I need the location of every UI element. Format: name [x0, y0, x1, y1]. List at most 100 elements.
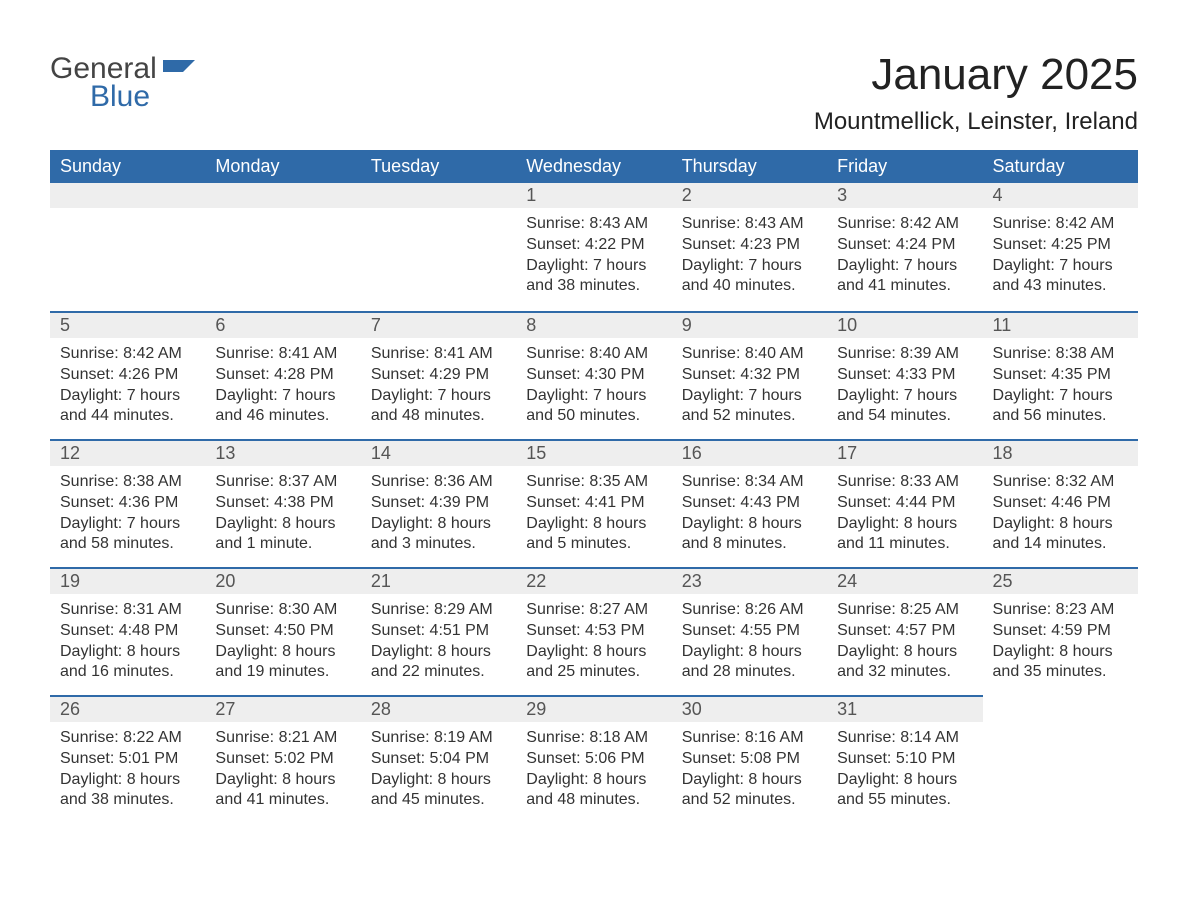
sunrise-line: Sunrise: 8:37 AM [215, 472, 350, 493]
day-cell: 17Sunrise: 8:33 AMSunset: 4:44 PMDayligh… [827, 439, 982, 567]
sunrise-value: 8:27 AM [589, 601, 648, 618]
day-body: Sunrise: 8:27 AMSunset: 4:53 PMDaylight:… [516, 594, 671, 687]
sunset-value: 4:30 PM [585, 366, 645, 383]
day-body: Sunrise: 8:36 AMSunset: 4:39 PMDaylight:… [361, 466, 516, 559]
daylight-line1: Daylight: 8 hours [526, 642, 661, 663]
daylight-line2: and 14 minutes. [993, 534, 1128, 555]
sunset-line: Sunset: 4:28 PM [215, 365, 350, 386]
sunrise-line: Sunrise: 8:19 AM [371, 728, 506, 749]
weekday-header: Sunday [50, 150, 205, 183]
sunrise-value: 8:32 AM [1056, 473, 1115, 490]
sunrise-value: 8:30 AM [279, 601, 338, 618]
sunrise-label: Sunrise: [993, 345, 1056, 362]
sunrise-line: Sunrise: 8:41 AM [371, 344, 506, 365]
sunset-label: Sunset: [371, 622, 430, 639]
day-number: 17 [837, 443, 857, 463]
daynum-bar: 20 [205, 567, 360, 594]
day-cell [983, 695, 1138, 823]
sunset-value: 4:24 PM [896, 236, 956, 253]
flag-icon [163, 50, 195, 84]
daylight-line1: Daylight: 7 hours [993, 256, 1128, 277]
daylight-line1: Daylight: 8 hours [993, 514, 1128, 535]
sunrise-line: Sunrise: 8:22 AM [60, 728, 195, 749]
daylight-line2: and 54 minutes. [837, 406, 972, 427]
daylight-line2: and 16 minutes. [60, 662, 195, 683]
sunset-value: 4:50 PM [274, 622, 334, 639]
sunrise-value: 8:31 AM [123, 601, 182, 618]
day-cell: 9Sunrise: 8:40 AMSunset: 4:32 PMDaylight… [672, 311, 827, 439]
sunrise-label: Sunrise: [371, 345, 434, 362]
sunrise-label: Sunrise: [993, 601, 1056, 618]
sunset-label: Sunset: [526, 750, 585, 767]
weekday-header: Wednesday [516, 150, 671, 183]
sunset-line: Sunset: 4:39 PM [371, 493, 506, 514]
sunrise-label: Sunrise: [60, 345, 123, 362]
day-body: Sunrise: 8:40 AMSunset: 4:30 PMDaylight:… [516, 338, 671, 431]
sunset-label: Sunset: [371, 750, 430, 767]
sunrise-value: 8:40 AM [589, 345, 648, 362]
sunrise-value: 8:14 AM [900, 729, 959, 746]
day-cell: 13Sunrise: 8:37 AMSunset: 4:38 PMDayligh… [205, 439, 360, 567]
day-number: 14 [371, 443, 391, 463]
daylight-line1: Daylight: 8 hours [371, 642, 506, 663]
daynum-bar-empty [361, 183, 516, 208]
day-number: 22 [526, 571, 546, 591]
sunrise-label: Sunrise: [682, 473, 745, 490]
day-number: 15 [526, 443, 546, 463]
sunset-label: Sunset: [993, 236, 1052, 253]
sunrise-label: Sunrise: [837, 473, 900, 490]
daynum-bar: 2 [672, 183, 827, 208]
sunset-label: Sunset: [215, 494, 274, 511]
daynum-bar: 14 [361, 439, 516, 466]
sunset-value: 4:53 PM [585, 622, 645, 639]
day-number: 8 [526, 315, 536, 335]
sunrise-value: 8:38 AM [1056, 345, 1115, 362]
day-number: 12 [60, 443, 80, 463]
daylight-line1: Daylight: 8 hours [371, 770, 506, 791]
week-row: 1Sunrise: 8:43 AMSunset: 4:22 PMDaylight… [50, 183, 1138, 311]
day-number: 13 [215, 443, 235, 463]
daylight-line1: Daylight: 7 hours [60, 386, 195, 407]
sunset-label: Sunset: [371, 366, 430, 383]
sunset-value: 4:29 PM [430, 366, 490, 383]
sunset-value: 4:26 PM [119, 366, 179, 383]
day-cell: 21Sunrise: 8:29 AMSunset: 4:51 PMDayligh… [361, 567, 516, 695]
sunrise-label: Sunrise: [60, 601, 123, 618]
daylight-line1: Daylight: 7 hours [60, 514, 195, 535]
daylight-line1: Daylight: 8 hours [371, 514, 506, 535]
sunrise-line: Sunrise: 8:29 AM [371, 600, 506, 621]
sunset-label: Sunset: [60, 366, 119, 383]
day-cell: 10Sunrise: 8:39 AMSunset: 4:33 PMDayligh… [827, 311, 982, 439]
daynum-bar: 15 [516, 439, 671, 466]
daylight-line2: and 28 minutes. [682, 662, 817, 683]
day-body: Sunrise: 8:43 AMSunset: 4:23 PMDaylight:… [672, 208, 827, 301]
sunrise-label: Sunrise: [993, 473, 1056, 490]
sunset-value: 4:23 PM [740, 236, 800, 253]
day-body: Sunrise: 8:32 AMSunset: 4:46 PMDaylight:… [983, 466, 1138, 559]
sunrise-value: 8:42 AM [900, 215, 959, 232]
sunrise-value: 8:42 AM [1056, 215, 1115, 232]
sunset-label: Sunset: [215, 622, 274, 639]
daylight-line2: and 38 minutes. [60, 790, 195, 811]
daynum-bar: 4 [983, 183, 1138, 208]
daylight-line2: and 55 minutes. [837, 790, 972, 811]
sunrise-value: 8:22 AM [123, 729, 182, 746]
day-body: Sunrise: 8:19 AMSunset: 5:04 PMDaylight:… [361, 722, 516, 815]
sunrise-label: Sunrise: [682, 601, 745, 618]
day-body: Sunrise: 8:22 AMSunset: 5:01 PMDaylight:… [50, 722, 205, 815]
sunset-label: Sunset: [837, 622, 896, 639]
daylight-line2: and 40 minutes. [682, 276, 817, 297]
sunset-value: 4:33 PM [896, 366, 956, 383]
logo-word-blue: Blue [90, 80, 150, 114]
week-row: 26Sunrise: 8:22 AMSunset: 5:01 PMDayligh… [50, 695, 1138, 823]
daylight-line1: Daylight: 8 hours [215, 770, 350, 791]
sunset-label: Sunset: [526, 236, 585, 253]
day-cell: 3Sunrise: 8:42 AMSunset: 4:24 PMDaylight… [827, 183, 982, 311]
sunrise-line: Sunrise: 8:16 AM [682, 728, 817, 749]
sunset-line: Sunset: 4:24 PM [837, 235, 972, 256]
sunset-line: Sunset: 4:43 PM [682, 493, 817, 514]
sunset-line: Sunset: 4:57 PM [837, 621, 972, 642]
daynum-bar: 28 [361, 695, 516, 722]
weekday-header: Monday [205, 150, 360, 183]
day-body: Sunrise: 8:16 AMSunset: 5:08 PMDaylight:… [672, 722, 827, 815]
